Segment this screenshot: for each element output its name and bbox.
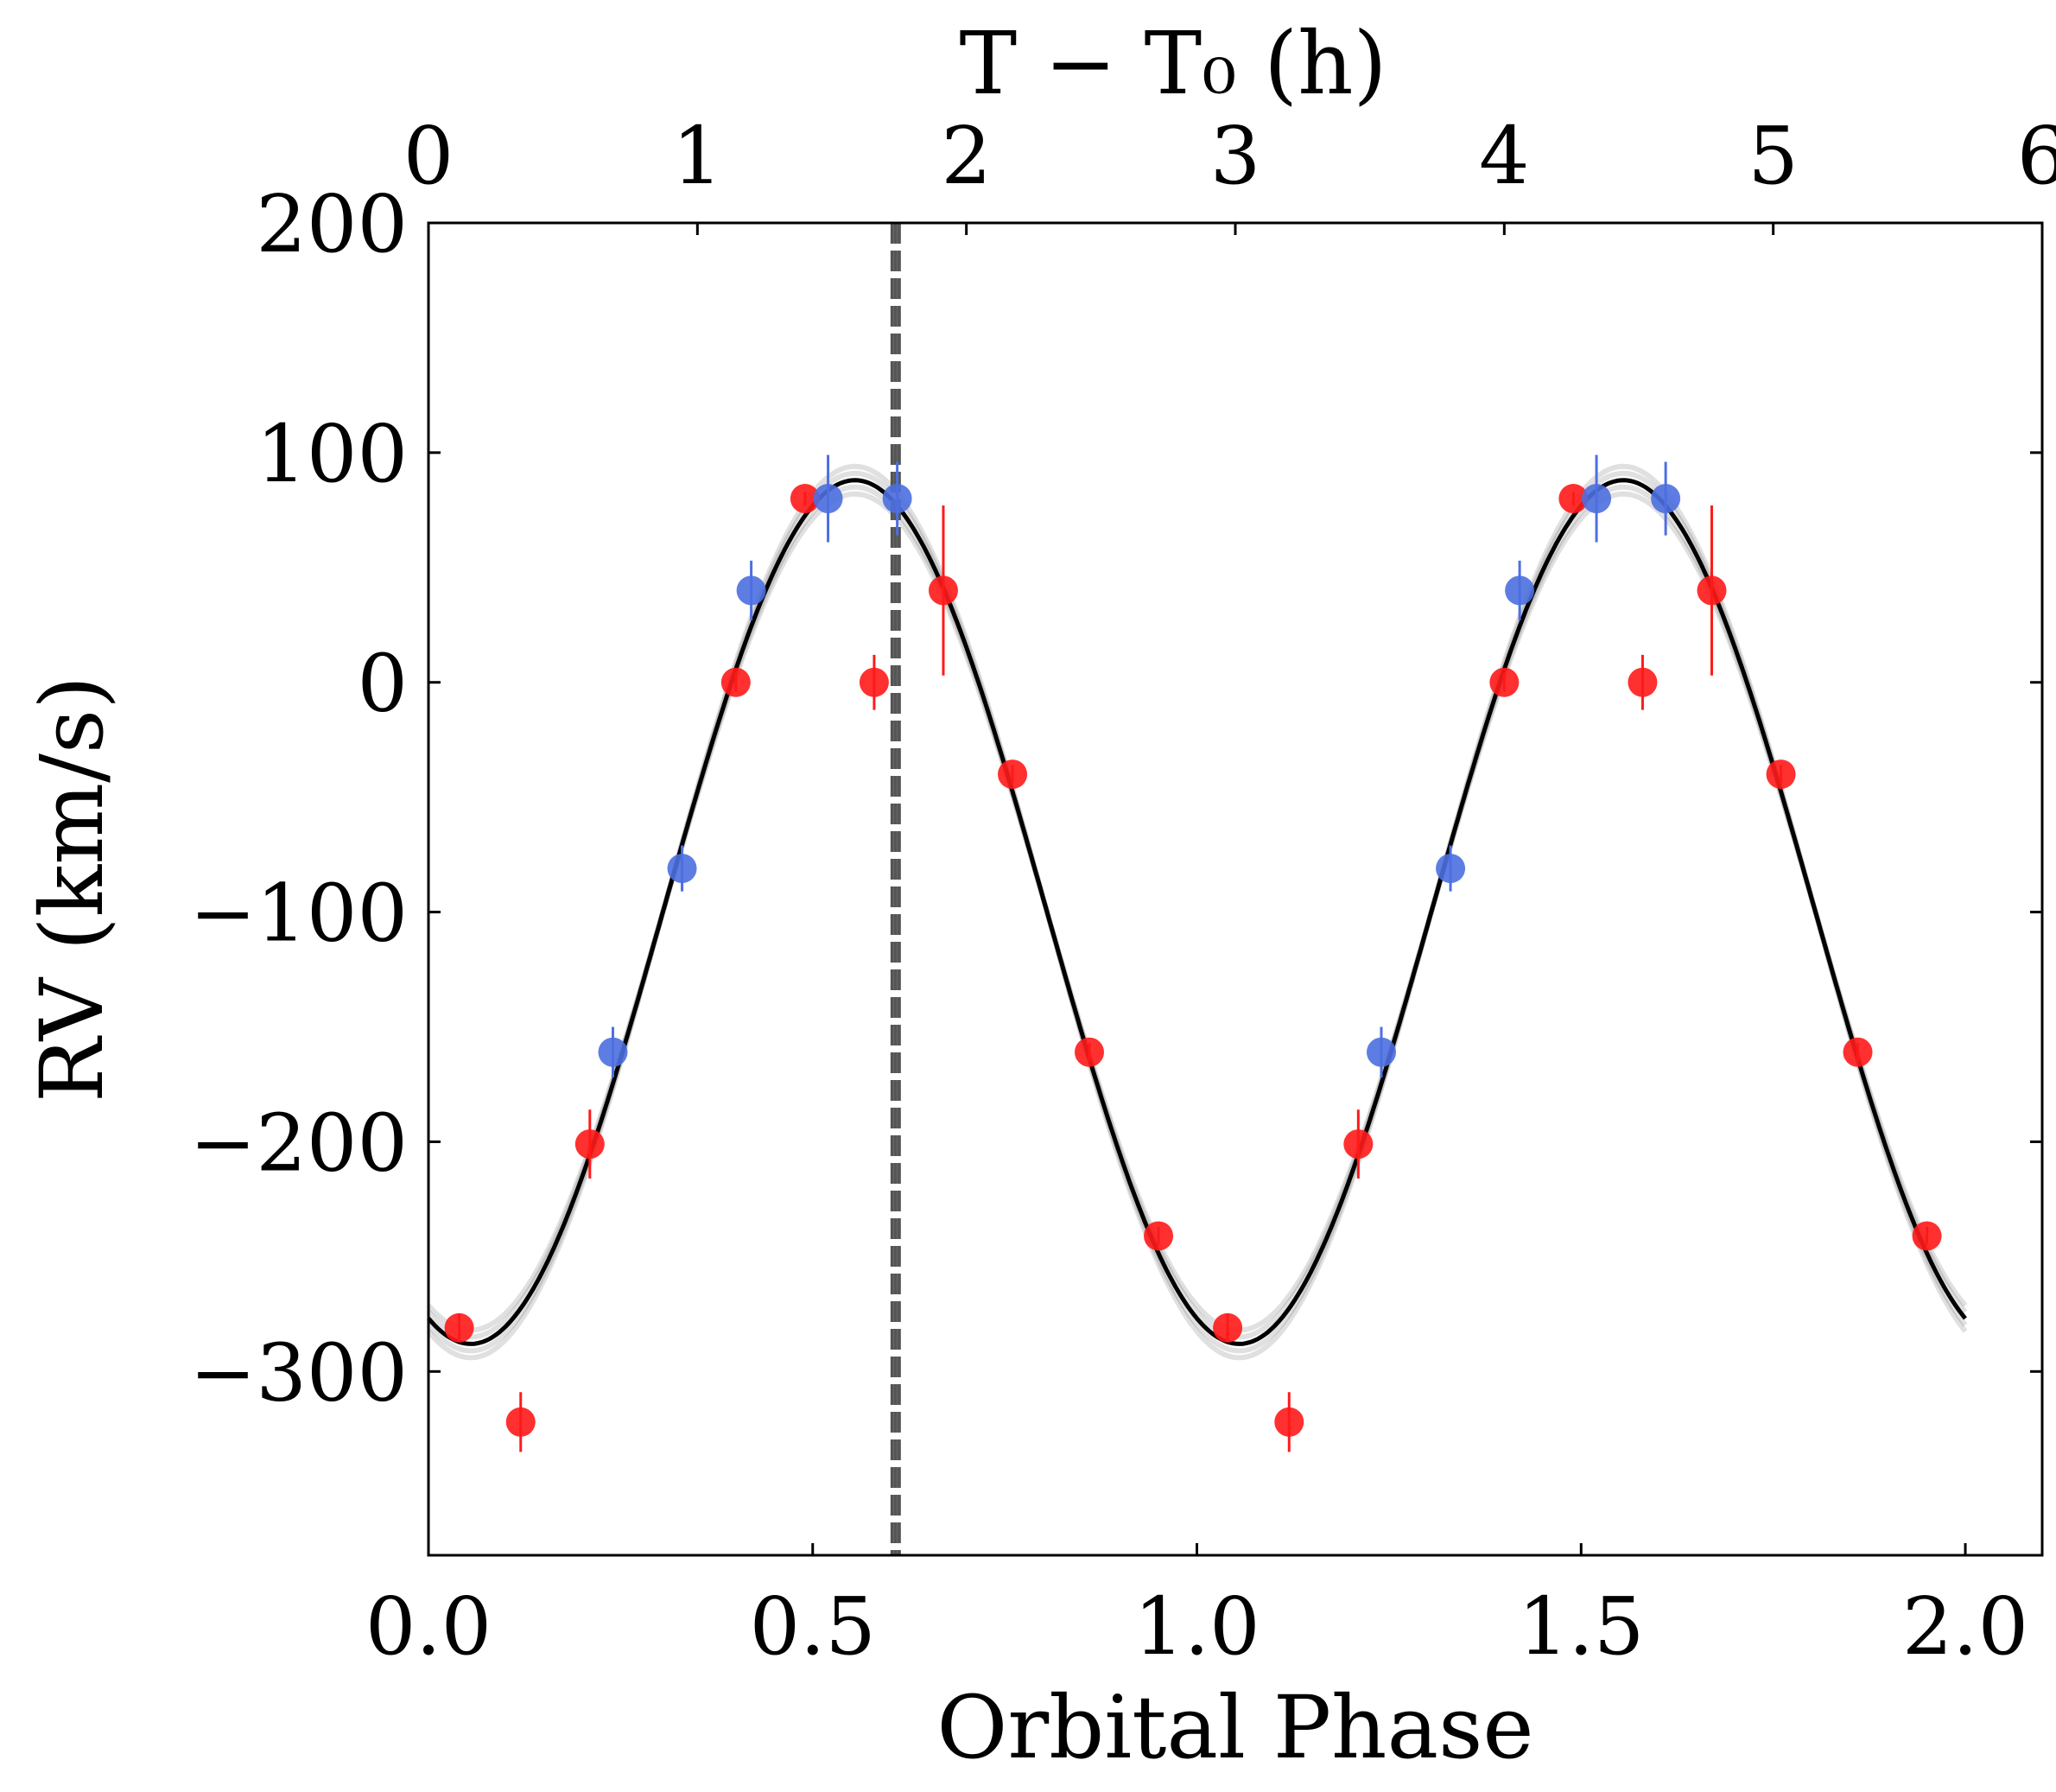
x-tick-label: 1.5 [1518,1580,1644,1673]
red-data-point [790,484,820,514]
x-tick-label: 1.0 [1133,1580,1260,1673]
red-data-point [998,759,1028,790]
y-tick-label: 0 [357,638,408,730]
red-data-point [1274,1407,1304,1437]
y-tick-label: 200 [256,178,408,270]
top-tick-label: 3 [1210,110,1261,202]
model-band-line-3 [426,463,1968,1361]
model-curve-group [426,463,1968,1361]
red-data-point [1843,1037,1873,1067]
x-tick-label: 0.5 [750,1580,876,1673]
blue-data-point [1505,575,1535,606]
top-tick-label: 1 [672,110,723,202]
red-data-point [1912,1221,1942,1251]
red-data-point [1558,484,1589,514]
model-band-line-2 [426,470,1968,1354]
x-tick-label: 2.0 [1902,1580,2028,1673]
red-data-point [1766,759,1796,790]
red-data-point [444,1312,474,1343]
y-tick-label: 100 [256,408,408,500]
red-data-point [1343,1129,1374,1160]
x-tick-label: 0.0 [365,1580,492,1673]
top-axis-title: T − T₀ (h) [959,13,1387,114]
top-tick-label: 6 [2017,110,2056,202]
model-band-line-0 [426,491,1968,1333]
blue-data-point [882,484,912,514]
x-axis-title: Orbital Phase [936,1677,1533,1778]
phase-marker-group [890,223,901,1555]
blue-data-point [667,854,697,884]
model-curve [427,478,1967,1346]
y-axis-title: RV (km/s) [22,676,123,1103]
y-tick-label: −100 [189,867,408,960]
y-tick-label: −200 [189,1096,408,1189]
red-data-point [1074,1037,1104,1067]
blue-data-point [1367,1037,1397,1067]
red-data-point [720,667,751,697]
axis-ticks-group [427,221,2044,1555]
top-tick-label: 2 [941,110,992,202]
top-tick-label: 4 [1479,110,1530,202]
model-band-line-1 [426,484,1968,1340]
blue-data-point [598,1037,628,1067]
red-data-point [928,575,958,606]
top-tick-label: 0 [403,110,454,202]
top-tick-label: 5 [1748,110,1799,202]
red-data-point [505,1407,536,1437]
red-data-point [1489,667,1520,697]
red-data-point [859,667,889,697]
red-data-point [1213,1312,1243,1343]
red-data-point [1697,575,1727,606]
blue-data-point [1651,484,1681,514]
red-data-point [574,1129,605,1160]
blue-data-point [1582,484,1612,514]
blue-data-point [1436,854,1466,884]
tick-labels-group: 0.0 0.5 1.0 1.5 2.0 200 100 0 −100 −200 −300 0 1 2 3 4 5… [189,110,2056,1673]
blue-data-point [813,484,843,514]
y-tick-label: −300 [189,1326,408,1419]
data-points-group [444,454,1942,1452]
red-data-point [1628,667,1658,697]
red-data-point [1144,1221,1174,1251]
blue-data-point [736,575,766,606]
